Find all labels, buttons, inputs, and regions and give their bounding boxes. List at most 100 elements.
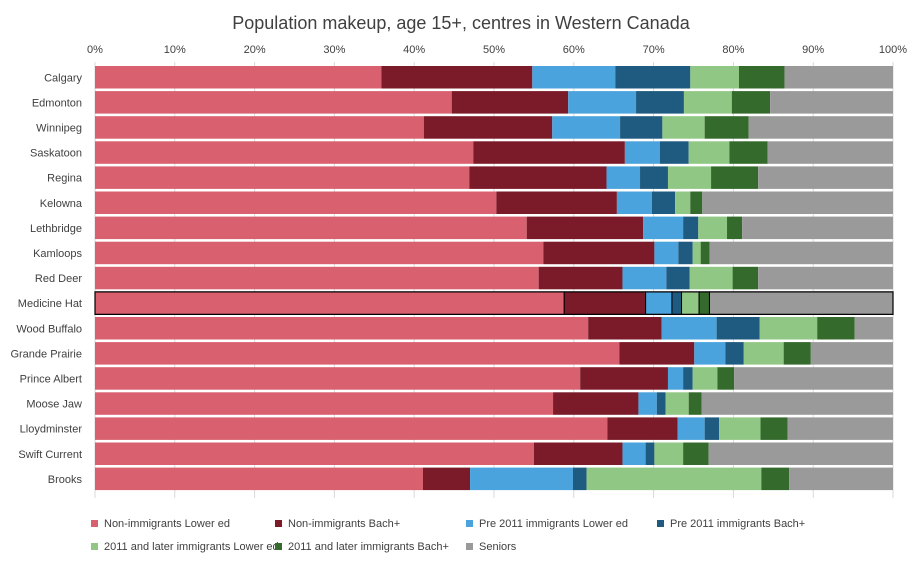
bar-segment: [573, 467, 587, 491]
bar-segment: [654, 241, 679, 265]
bar-segment: [624, 141, 660, 164]
legend-item: Non-immigrants Bach+: [275, 518, 400, 530]
bar-segment: [552, 116, 621, 139]
bar-segment: [95, 191, 497, 214]
bar-segment: [606, 166, 641, 189]
bar-segment: [533, 442, 623, 465]
legend-label: Pre 2011 immigrants Lower ed: [479, 518, 628, 530]
bar-segment: [645, 291, 673, 315]
bar-segment: [719, 417, 761, 440]
bar-segment: [654, 442, 684, 465]
legend-swatch: [275, 520, 282, 527]
bar-segment: [95, 367, 581, 390]
category-label: Edmonton: [32, 97, 82, 109]
bar-segment: [817, 317, 855, 340]
bar-segment: [784, 66, 893, 89]
bar-segment: [738, 66, 785, 89]
legend-swatch: [466, 543, 473, 550]
bar-segment: [711, 166, 759, 189]
category-label: Wood Buffalo: [16, 323, 82, 335]
bar-segment: [661, 317, 717, 340]
bar-segment: [708, 442, 893, 465]
legend: Non-immigrants Lower ed Non-immigrants Ba…: [91, 518, 805, 553]
bar-segment: [95, 417, 608, 440]
bar-segment: [538, 266, 623, 290]
bar-segment: [725, 342, 744, 365]
bar-segment: [761, 467, 790, 491]
bar-segment: [692, 367, 718, 390]
legend-label: 2011 and later immigrants Bach+: [288, 541, 449, 553]
bar-segment: [95, 442, 534, 465]
bar-segment: [709, 241, 893, 265]
bar-segment: [692, 241, 701, 265]
bar-segment: [643, 216, 684, 240]
bar-segment: [683, 442, 709, 465]
highlight-outline: [94, 291, 894, 315]
bar-segment: [423, 116, 553, 139]
bar-segment: [770, 91, 893, 114]
bar-segment: [767, 141, 893, 164]
bar-segment: [563, 291, 647, 315]
bar-segment: [662, 116, 705, 139]
bar-segment: [675, 191, 691, 214]
bar-segment: [683, 91, 732, 114]
category-label: Medicine Hat: [18, 298, 82, 310]
bar-segment: [588, 317, 662, 340]
bar-segment: [731, 91, 771, 114]
bar-segment: [701, 392, 893, 415]
bar-segment: [727, 216, 743, 240]
category-label: Swift Current: [18, 449, 82, 461]
bar-segment: [94, 291, 565, 315]
bar-segment: [656, 392, 666, 415]
category-label: Grande Prairie: [10, 348, 82, 360]
category-label: Regina: [47, 173, 83, 185]
bar-segment: [665, 392, 689, 415]
bar-segment: [95, 241, 544, 265]
bar-segment: [543, 241, 655, 265]
x-axis-ticks: 0% 10% 20% 30% 40% 50% 60% 70% 80% 90% 100%: [87, 44, 907, 56]
bar-segment: [95, 166, 470, 189]
bar-segment: [586, 467, 762, 491]
bar-segment: [743, 342, 784, 365]
legend-swatch: [91, 543, 98, 550]
bar-segment: [95, 467, 423, 491]
bar-segment: [95, 116, 424, 139]
bar-segment: [671, 291, 683, 315]
bar-segment: [688, 392, 702, 415]
bar-segment: [622, 442, 646, 465]
legend-label: Non-immigrants Bach+: [288, 518, 400, 530]
bar-segment: [677, 417, 705, 440]
bar-segment: [760, 417, 788, 440]
bar-segment: [652, 191, 676, 214]
bar-segment: [422, 467, 471, 491]
category-label: Saskatoon: [30, 148, 82, 160]
bar-segment: [689, 266, 733, 290]
category-labels: Calgary Edmonton Winnipeg Saskatoon Regina Ke…: [10, 72, 82, 486]
bar-segment: [95, 66, 382, 89]
category-label: Winnipeg: [36, 122, 82, 134]
bar-segment: [690, 66, 739, 89]
category-label: Brooks: [48, 474, 83, 486]
bar-segment: [748, 116, 893, 139]
bar-segment: [95, 342, 620, 365]
bar-segment: [698, 291, 710, 315]
bar-segment: [667, 367, 684, 390]
bar-segment: [688, 141, 730, 164]
bar-segment: [683, 216, 699, 240]
bar-segment: [532, 66, 616, 89]
bar-segment: [619, 342, 695, 365]
bar-segment: [716, 317, 760, 340]
bar-segment: [470, 467, 574, 491]
bar-segment: [708, 291, 894, 315]
legend-item: 2011 and later immigrants Lower ed: [91, 541, 279, 553]
bar-segment: [758, 166, 893, 189]
bar-segment: [681, 291, 700, 315]
bar-segment: [698, 216, 728, 240]
category-label: Red Deer: [35, 273, 82, 285]
x-tick-label: 80%: [722, 44, 744, 56]
bar-segment: [473, 141, 625, 164]
bar-segment: [700, 241, 710, 265]
legend-swatch: [657, 520, 664, 527]
bar-segment: [729, 141, 768, 164]
